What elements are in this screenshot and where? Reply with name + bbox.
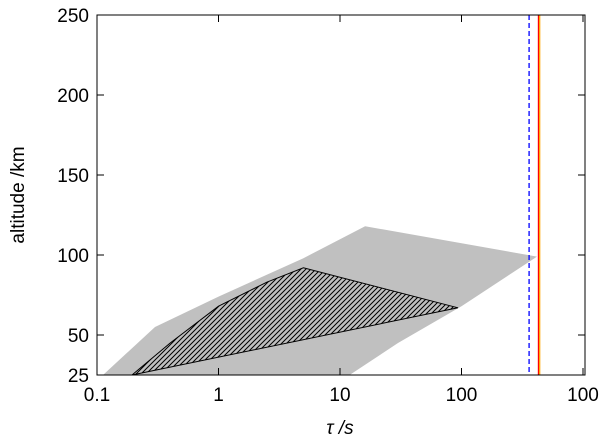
y-axis-label: altitude /km	[8, 146, 29, 243]
x-tick-label: 10	[329, 385, 350, 406]
hatched-region	[131, 267, 459, 376]
y-tick-label: 100	[57, 246, 89, 267]
y-tick-label: 25	[68, 366, 89, 387]
x-tick-label: 100	[446, 385, 478, 406]
y-tick-label: 50	[68, 326, 89, 347]
x-tick-label: 100	[567, 385, 599, 406]
x-tick-label: 0.1	[84, 385, 110, 406]
y-tick-label: 200	[57, 86, 89, 107]
y-tick-label: 250	[57, 6, 89, 27]
y-tick-label: 150	[57, 166, 89, 187]
x-tick-label: 1	[213, 385, 224, 406]
plot-frame	[96, 14, 586, 376]
x-axis-label: τ /s	[326, 418, 354, 439]
